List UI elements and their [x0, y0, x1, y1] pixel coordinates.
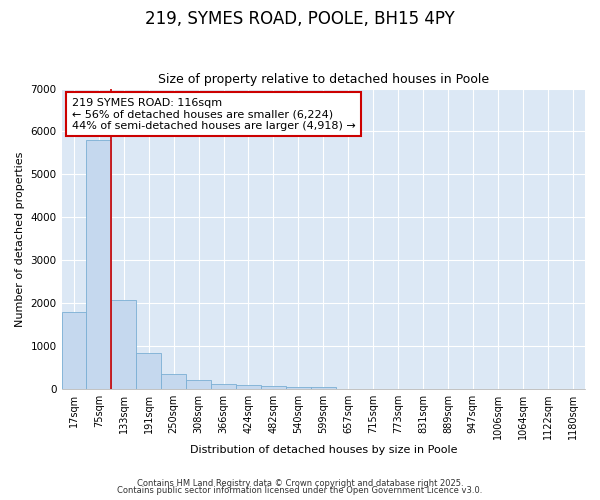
Y-axis label: Number of detached properties: Number of detached properties	[15, 151, 25, 326]
Bar	[261, 386, 286, 389]
Text: 219, SYMES ROAD, POOLE, BH15 4PY: 219, SYMES ROAD, POOLE, BH15 4PY	[145, 10, 455, 28]
Text: Contains public sector information licensed under the Open Government Licence v3: Contains public sector information licen…	[118, 486, 482, 495]
Bar	[161, 374, 186, 389]
Bar	[236, 385, 261, 389]
Bar	[62, 312, 86, 389]
Text: Contains HM Land Registry data © Crown copyright and database right 2025.: Contains HM Land Registry data © Crown c…	[137, 478, 463, 488]
Bar	[286, 387, 311, 389]
Bar	[186, 380, 211, 389]
Bar	[86, 140, 112, 389]
Bar	[211, 384, 236, 389]
Title: Size of property relative to detached houses in Poole: Size of property relative to detached ho…	[158, 73, 489, 86]
Bar	[136, 353, 161, 389]
Bar	[311, 387, 336, 389]
Text: 219 SYMES ROAD: 116sqm
← 56% of detached houses are smaller (6,224)
44% of semi-: 219 SYMES ROAD: 116sqm ← 56% of detached…	[72, 98, 356, 131]
Bar	[112, 300, 136, 389]
X-axis label: Distribution of detached houses by size in Poole: Distribution of detached houses by size …	[190, 445, 457, 455]
